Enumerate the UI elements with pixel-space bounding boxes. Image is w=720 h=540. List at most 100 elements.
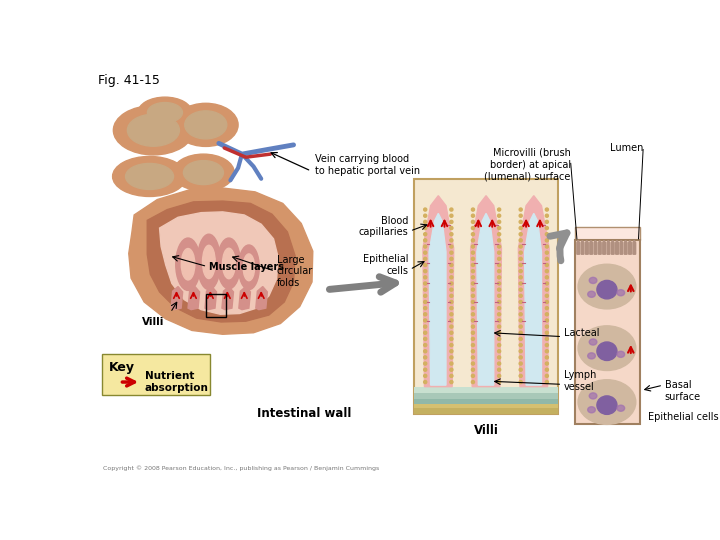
Ellipse shape — [519, 381, 522, 383]
Ellipse shape — [545, 214, 549, 217]
Ellipse shape — [519, 257, 522, 260]
Ellipse shape — [450, 239, 453, 242]
Ellipse shape — [498, 381, 500, 383]
Ellipse shape — [498, 350, 500, 353]
Ellipse shape — [545, 343, 549, 347]
Bar — [414, 179, 559, 414]
Ellipse shape — [423, 338, 427, 340]
Ellipse shape — [578, 264, 636, 309]
Ellipse shape — [519, 239, 522, 242]
Polygon shape — [239, 287, 251, 309]
Ellipse shape — [450, 282, 453, 285]
Ellipse shape — [498, 282, 500, 285]
Bar — [206, 294, 226, 318]
Ellipse shape — [472, 319, 474, 322]
Ellipse shape — [472, 381, 474, 383]
Ellipse shape — [112, 157, 186, 197]
Ellipse shape — [423, 233, 427, 236]
Ellipse shape — [519, 313, 522, 316]
Text: Microvilli (brush
border) at apical
(lumenal) surface: Microvilli (brush border) at apical (lum… — [485, 148, 571, 181]
Ellipse shape — [450, 269, 453, 273]
Ellipse shape — [472, 214, 474, 217]
Ellipse shape — [545, 381, 549, 383]
Ellipse shape — [423, 313, 427, 316]
Ellipse shape — [472, 282, 474, 285]
Ellipse shape — [498, 245, 500, 248]
Ellipse shape — [450, 325, 453, 328]
Ellipse shape — [545, 362, 549, 365]
Ellipse shape — [498, 233, 500, 236]
Ellipse shape — [498, 300, 500, 303]
Ellipse shape — [423, 325, 427, 328]
Ellipse shape — [472, 325, 474, 328]
Ellipse shape — [423, 288, 427, 291]
Polygon shape — [594, 240, 597, 254]
Ellipse shape — [125, 164, 174, 190]
Text: Epithelial cells: Epithelial cells — [648, 413, 719, 422]
Polygon shape — [171, 287, 183, 309]
Ellipse shape — [450, 276, 453, 279]
Ellipse shape — [519, 294, 522, 298]
Ellipse shape — [423, 374, 427, 377]
Polygon shape — [581, 240, 584, 254]
Ellipse shape — [545, 300, 549, 303]
Polygon shape — [616, 240, 618, 254]
Text: Large
circular
folds: Large circular folds — [276, 254, 313, 288]
Ellipse shape — [472, 294, 474, 298]
Text: Epithelial
cells: Epithelial cells — [363, 254, 408, 276]
Polygon shape — [598, 240, 601, 254]
Ellipse shape — [113, 106, 194, 155]
Polygon shape — [633, 240, 636, 254]
Ellipse shape — [545, 220, 549, 224]
Ellipse shape — [498, 319, 500, 322]
Ellipse shape — [498, 325, 500, 328]
Polygon shape — [620, 240, 623, 254]
Ellipse shape — [472, 233, 474, 236]
Polygon shape — [148, 201, 295, 322]
Ellipse shape — [545, 374, 549, 377]
Bar — [457, 240, 468, 387]
Ellipse shape — [423, 362, 427, 365]
Ellipse shape — [519, 356, 522, 359]
Ellipse shape — [498, 362, 500, 365]
Ellipse shape — [202, 245, 215, 279]
Ellipse shape — [472, 239, 474, 242]
Ellipse shape — [450, 313, 453, 316]
Ellipse shape — [545, 233, 549, 236]
Ellipse shape — [545, 368, 549, 372]
Polygon shape — [205, 287, 217, 309]
Ellipse shape — [222, 248, 235, 279]
Ellipse shape — [173, 154, 234, 191]
Ellipse shape — [589, 339, 597, 345]
Ellipse shape — [545, 325, 549, 328]
Ellipse shape — [472, 226, 474, 230]
Ellipse shape — [472, 313, 474, 316]
Ellipse shape — [519, 331, 522, 334]
Bar — [414, 393, 559, 399]
Ellipse shape — [519, 245, 522, 248]
Ellipse shape — [450, 319, 453, 322]
Ellipse shape — [472, 350, 474, 353]
Ellipse shape — [450, 288, 453, 291]
Ellipse shape — [450, 226, 453, 230]
Ellipse shape — [472, 220, 474, 224]
Text: Basal
surface: Basal surface — [665, 381, 701, 402]
Ellipse shape — [545, 282, 549, 285]
Ellipse shape — [472, 343, 474, 347]
Ellipse shape — [472, 338, 474, 340]
Polygon shape — [477, 213, 494, 385]
Ellipse shape — [498, 307, 500, 309]
Ellipse shape — [519, 264, 522, 267]
Bar — [414, 399, 559, 405]
Ellipse shape — [472, 257, 474, 260]
Bar — [414, 387, 559, 393]
Ellipse shape — [498, 269, 500, 273]
Ellipse shape — [545, 350, 549, 353]
Ellipse shape — [545, 307, 549, 309]
Ellipse shape — [589, 393, 597, 399]
Ellipse shape — [578, 380, 636, 424]
Ellipse shape — [498, 220, 500, 224]
Ellipse shape — [450, 233, 453, 236]
Text: Vein carrying blood
to hepatic portal vein: Vein carrying blood to hepatic portal ve… — [315, 154, 420, 176]
Ellipse shape — [423, 220, 427, 224]
